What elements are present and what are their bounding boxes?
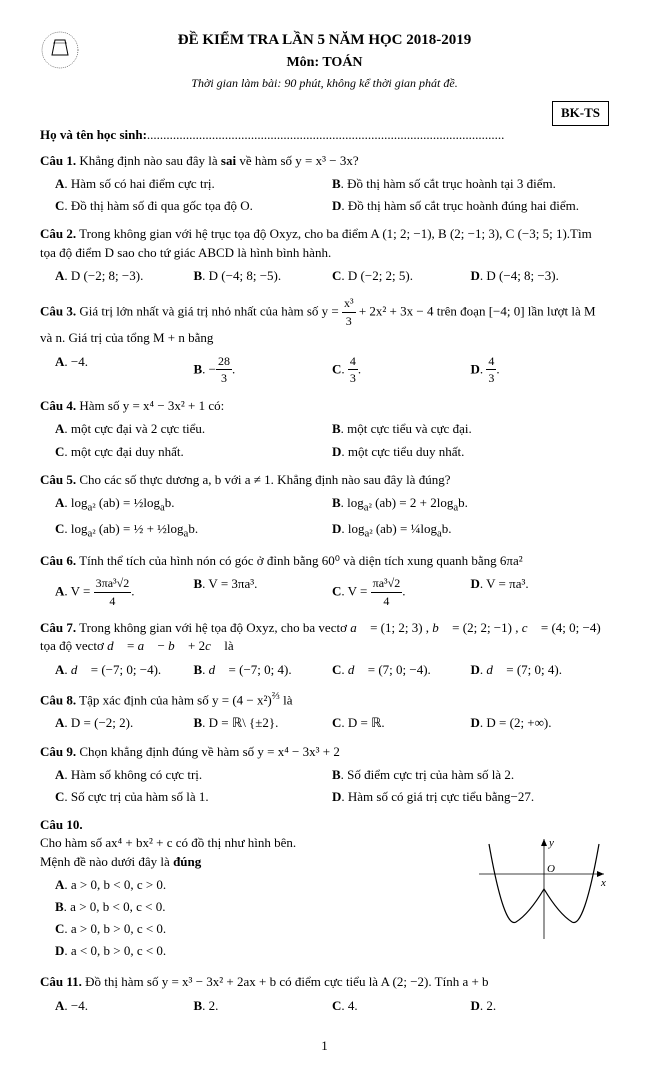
options: A. một cực đại và 2 cực tiểu.B. một cực … (55, 418, 609, 462)
options: A. loga² (ab) = ½logab.B. loga² (ab) = 2… (55, 492, 609, 544)
option-d: D. d⃗ = (7; 0; 4). (471, 659, 610, 681)
option-b: B. −283. (194, 351, 333, 390)
option-a: A. D (−2; 8; −3). (55, 265, 194, 287)
option-d: D. D = (2; +∞). (471, 712, 610, 734)
question-2: Câu 2. Trong không gian với hệ trục tọa … (40, 225, 609, 287)
exam-header: ĐỀ KIỂM TRA LẦN 5 NĂM HỌC 2018-2019 Môn:… (40, 30, 609, 91)
question-11: Câu 11. Đồ thị hàm số y = x³ − 3x² + 2ax… (40, 973, 609, 1016)
options: A. d⃗ = (−7; 0; −4).B. d⃗ = (−7; 0; 4).C… (55, 659, 609, 681)
option-b: B. D = ℝ\ {±2}. (194, 712, 333, 734)
question-7: Câu 7. Trong không gian với hệ tọa độ Ox… (40, 619, 609, 681)
option-d: D. một cực tiểu duy nhất. (332, 441, 609, 463)
option-c: C. D = ℝ. (332, 712, 471, 734)
option-b: B. một cực tiểu và cực đại. (332, 418, 609, 440)
question-4: Câu 4. Hàm số y = x⁴ − 3x² + 1 có: A. một… (40, 397, 609, 463)
option-d: D. V = πa³. (471, 573, 610, 612)
q11-text: Đồ thị hàm số y = x³ − 3x² + 2ax + b có … (85, 974, 488, 989)
q10-opt-c: C. a > 0, b > 0, c < 0. (55, 918, 459, 940)
question-text: Câu 2. Trong không gian với hệ trục tọa … (40, 225, 609, 261)
option-b: B. Đồ thị hàm số cắt trục hoành tại 3 đi… (332, 173, 609, 195)
q11-label: Câu 11. (40, 974, 82, 989)
option-d: D. Hàm số có giá trị cực tiểu bằng−27. (332, 786, 609, 808)
option-b: B. loga² (ab) = 2 + 2logab. (332, 492, 609, 518)
exam-time: Thời gian làm bài: 90 phút, không kể thờ… (40, 75, 609, 92)
quartic-graph: x y O (469, 834, 609, 949)
q10-options: A. a > 0, b < 0, c > 0. B. a > 0, b < 0,… (55, 874, 459, 963)
svg-text:x: x (600, 877, 606, 889)
q10-opt-d: D. a < 0, b > 0, c < 0. (55, 940, 459, 962)
question-9: Câu 9. Chọn khẳng định đúng về hàm số y … (40, 743, 609, 809)
options: A. V = 3πa³√24.B. V = 3πa³.C. V = πa³√24… (55, 573, 609, 612)
option-a: A. loga² (ab) = ½logab. (55, 492, 332, 518)
options: A. D (−2; 8; −3).B. D (−4; 8; −5).C. D (… (55, 265, 609, 287)
options: A. Hàm số không có cực trị.B. Số điểm cự… (55, 764, 609, 808)
option-d: D. 43. (471, 351, 610, 390)
option-a: A. một cực đại và 2 cực tiểu. (55, 418, 332, 440)
q10-label: Câu 10. (40, 817, 83, 832)
student-name-dots: ........................................… (147, 127, 505, 142)
options: A. −4.B. −283.C. 43.D. 43. (55, 351, 609, 390)
exam-title: ĐỀ KIỂM TRA LẦN 5 NĂM HỌC 2018-2019 (40, 30, 609, 51)
logo-icon (40, 30, 80, 75)
question-text: Câu 3. Giá trị lớn nhất và giá trị nhỏ n… (40, 295, 609, 348)
option-d: D. D (−4; 8; −3). (471, 265, 610, 287)
q10-opt-a: A. a > 0, b < 0, c > 0. (55, 874, 459, 896)
option-a: A. d⃗ = (−7; 0; −4). (55, 659, 194, 681)
q11-opt-c: C. 4. (332, 995, 471, 1017)
option-c: C. V = πa³√24. (332, 573, 471, 612)
question-text: Câu 6. Tính thể tích của hình nón có góc… (40, 552, 609, 570)
question-text: Câu 7. Trong không gian với hệ tọa độ Ox… (40, 619, 609, 655)
option-a: A. Hàm số có hai điểm cực trị. (55, 173, 332, 195)
question-text: Câu 5. Cho các số thực dương a, b với a … (40, 471, 609, 489)
q11-opt-b: B. 2. (194, 995, 333, 1017)
option-b: B. Số điểm cực trị của hàm số là 2. (332, 764, 609, 786)
exam-subject: Môn: TOÁN (40, 53, 609, 73)
option-d: D. loga² (ab) = ¼logab. (332, 518, 609, 544)
option-a: A. Hàm số không có cực trị. (55, 764, 332, 786)
option-d: D. Đồ thị hàm số cắt trục hoành đúng hai… (332, 195, 609, 217)
q11-options: A. −4. B. 2. C. 4. D. 2. (55, 995, 609, 1017)
option-c: C. d⃗ = (7; 0; −4). (332, 659, 471, 681)
student-name-line: Họ và tên học sinh:.....................… (40, 126, 609, 144)
option-b: B. D (−4; 8; −5). (194, 265, 333, 287)
q10-opt-b: B. a > 0, b < 0, c < 0. (55, 896, 459, 918)
student-name-label: Họ và tên học sinh: (40, 127, 147, 142)
option-c: C. D (−2; 2; 5). (332, 265, 471, 287)
question-text: Câu 1. Khẳng định nào sau đây là sai về … (40, 152, 609, 170)
question-5: Câu 5. Cho các số thực dương a, b với a … (40, 471, 609, 544)
option-c: C. một cực đại duy nhất. (55, 441, 332, 463)
option-a: A. −4. (55, 351, 194, 390)
options: A. Hàm số có hai điểm cực trị.B. Đồ thị … (55, 173, 609, 217)
question-text: Câu 4. Hàm số y = x⁴ − 3x² + 1 có: (40, 397, 609, 415)
option-c: C. 43. (332, 351, 471, 390)
option-a: A. V = 3πa³√24. (55, 573, 194, 612)
question-text: Câu 8. Tập xác định của hàm số y = (4 − … (40, 689, 609, 710)
svg-text:y: y (548, 837, 554, 849)
question-3: Câu 3. Giá trị lớn nhất và giá trị nhỏ n… (40, 295, 609, 389)
option-a: A. D = (−2; 2). (55, 712, 194, 734)
page-number: 1 (40, 1037, 609, 1055)
question-6: Câu 6. Tính thể tích của hình nón có góc… (40, 552, 609, 612)
option-c: C. loga² (ab) = ½ + ½logab. (55, 518, 332, 544)
svg-text:O: O (547, 863, 555, 875)
q11-opt-a: A. −4. (55, 995, 194, 1017)
option-b: B. V = 3πa³. (194, 573, 333, 612)
question-text: Câu 9. Chọn khẳng định đúng về hàm số y … (40, 743, 609, 761)
question-1: Câu 1. Khẳng định nào sau đây là sai về … (40, 152, 609, 218)
q11-opt-d: D. 2. (471, 995, 610, 1017)
question-8: Câu 8. Tập xác định của hàm số y = (4 − … (40, 689, 609, 735)
option-b: B. d⃗ = (−7; 0; 4). (194, 659, 333, 681)
options: A. D = (−2; 2).B. D = ℝ\ {±2}.C. D = ℝ.D… (55, 712, 609, 734)
question-10: Câu 10. x y O Cho hàm số ax⁴ + bx² + c c… (40, 816, 609, 965)
option-c: C. Số cực trị của hàm số là 1. (55, 786, 332, 808)
exam-code-box: BK-TS (552, 101, 609, 125)
option-c: C. Đồ thị hàm số đi qua gốc tọa độ O. (55, 195, 332, 217)
